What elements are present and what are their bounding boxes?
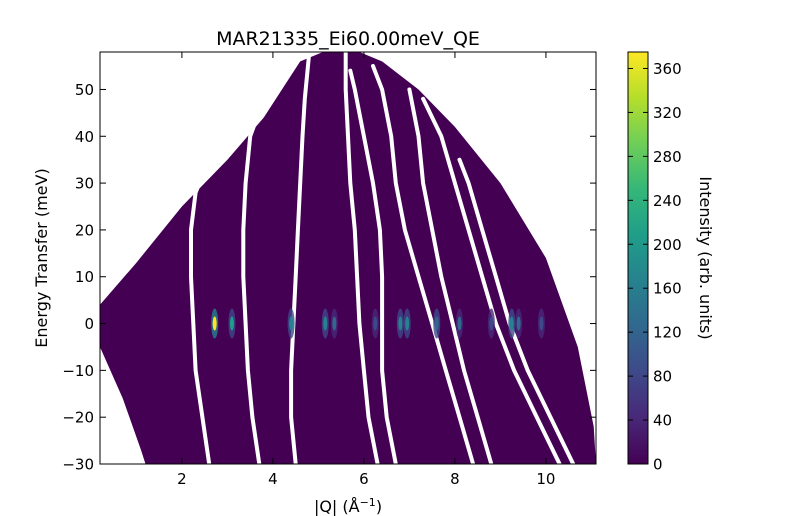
data-coverage-region [100,52,596,464]
detector-gap-3 [289,52,312,464]
detector-gap-2 [241,78,275,464]
detector-gap-1 [189,101,257,464]
colorbar [627,51,649,465]
y-tick-label: 10 [75,268,94,286]
colorbar-tick-label: 40 [653,412,672,430]
colorbar-tick-label: 160 [653,280,682,298]
bragg-peak-3 [287,308,295,339]
y-axis-ticks: −30 −20 −10 0 10 20 30 40 50 [62,81,596,474]
colorbar-tick-label: 360 [653,60,682,78]
detector-gap-7 [407,87,494,464]
bragg-peak-12 [508,308,516,339]
x-tick-label: 8 [450,470,460,488]
x-tick-label: 6 [359,470,369,488]
bragg-peak-13 [515,308,523,339]
y-tick-label: 30 [75,175,94,193]
y-tick-label: 50 [75,81,94,99]
chart-title: MAR21335_Ei60.00meV_QE [216,28,480,50]
colorbar-label: Intensity (arb. units) [696,176,715,339]
y-axis-label: Energy Transfer (meV) [32,168,51,347]
detector-gap-9 [457,157,576,464]
bragg-peak-4 [321,308,329,339]
colorbar-tick-label: 80 [653,368,672,386]
detector-gap-5 [348,68,398,464]
colorbar-tick-label: 200 [653,236,682,254]
detector-gap-4 [343,52,380,464]
detector-gap-lines [189,52,576,464]
colorbar-ticks: 0 40 80 120 160 200 240 280 320 360 [628,60,682,474]
x-axis-label-end: ) [376,497,382,516]
x-tick-label: 2 [177,470,187,488]
bragg-peak-10 [455,308,463,339]
y-tick-label: −10 [62,362,94,380]
detector-gap-8 [421,96,562,464]
colorbar-tick-label: 120 [653,324,682,342]
bragg-peak-7 [396,308,404,339]
x-tick-label: 10 [536,470,555,488]
bragg-peak-5 [330,308,338,339]
colorbar-tick-label: 240 [653,192,682,210]
bragg-peaks [211,308,545,339]
bragg-peak-8 [403,308,411,339]
bragg-peak-2 [228,308,236,339]
y-tick-label: 0 [84,315,94,333]
x-axis-ticks: 2 4 6 8 10 [177,52,555,488]
bragg-peak-14 [537,308,545,339]
bragg-peak-9 [433,308,441,339]
x-axis-label: |Q| (Å−1) [314,496,382,516]
bragg-peak-1 [211,308,219,339]
bragg-peak-6 [371,308,379,339]
coverage-area [100,52,596,464]
y-tick-label: 40 [75,128,94,146]
y-tick-label: 20 [75,221,94,239]
colorbar-tick-label: 320 [653,104,682,122]
colorbar-tick-label: 280 [653,148,682,166]
y-tick-label: −30 [62,456,94,474]
detector-gap-6 [371,64,476,464]
bragg-peak-11 [487,308,495,339]
x-axis-label-superscript: −1 [360,496,376,509]
x-axis-label-main: |Q| (Å [314,497,360,516]
colorbar-tick-label: 0 [653,456,663,474]
y-tick-label: −20 [62,409,94,427]
x-tick-label: 4 [268,470,278,488]
plot-frame [99,51,597,465]
